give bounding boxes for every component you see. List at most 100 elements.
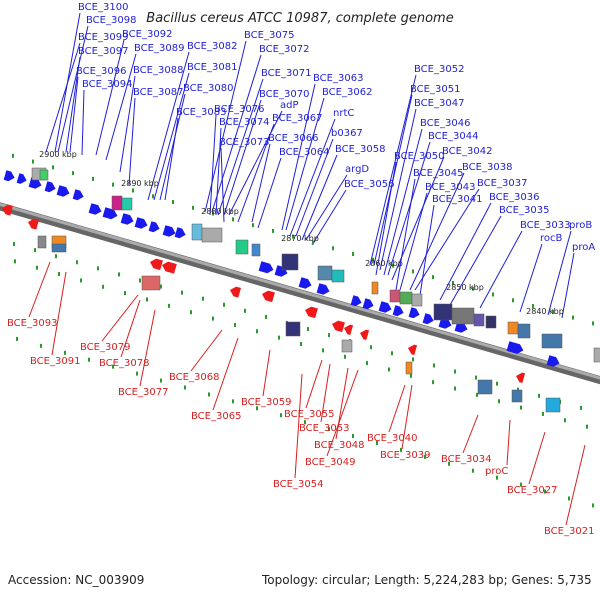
forward-gene-label-bce-3064[interactable]: BCE_3064: [279, 147, 329, 158]
gene-feature-box[interactable]: [477, 379, 493, 395]
gene-feature-box[interactable]: [285, 321, 301, 337]
forward-gene-label-bce-3038[interactable]: BCE_3038: [462, 162, 512, 173]
forward-gene-label-bce-3073[interactable]: BCE_3073: [219, 137, 269, 148]
reverse-gene-label-bce-3027[interactable]: BCE_3027: [507, 485, 557, 496]
reverse-gene-arrow[interactable]: [343, 323, 354, 336]
forward-gene-label-bce-3082[interactable]: BCE_3082: [187, 41, 237, 52]
forward-gene-label-bce-3056[interactable]: BCE_3056: [344, 179, 394, 190]
reverse-gene-label-bce-3055[interactable]: BCE_3055: [284, 409, 334, 420]
reverse-gene-label-bce-3079[interactable]: BCE_3079: [80, 342, 130, 353]
gene-feature-box[interactable]: [317, 265, 333, 281]
forward-gene-label-bce-3047[interactable]: BCE_3047: [414, 98, 464, 109]
forward-gene-label-bce-3083[interactable]: BCE_3083: [176, 107, 226, 118]
forward-gene-arrow[interactable]: [148, 221, 161, 233]
forward-gene-arrow[interactable]: [506, 341, 525, 355]
forward-gene-label-bce-3098[interactable]: BCE_3098: [86, 15, 136, 26]
gene-feature-box[interactable]: [433, 303, 453, 321]
forward-gene-arrow[interactable]: [392, 305, 405, 317]
forward-gene-label-bce-3096[interactable]: BCE_3096: [76, 66, 126, 77]
reverse-gene-label-bce-3021[interactable]: BCE_3021: [544, 526, 594, 537]
forward-gene-label-bce-3050[interactable]: BCE_3050: [394, 151, 444, 162]
reverse-gene-label-bce-3077[interactable]: BCE_3077: [118, 387, 168, 398]
forward-gene-label-bce-3097[interactable]: BCE_3097: [78, 46, 128, 57]
forward-gene-label-bce-3075[interactable]: BCE_3075: [244, 30, 294, 41]
gene-feature-box[interactable]: [121, 197, 133, 211]
forward-gene-label-bce-3052[interactable]: BCE_3052: [414, 64, 464, 75]
forward-gene-label-bce-3099[interactable]: BCE_3099: [78, 32, 128, 43]
reverse-gene-arrow[interactable]: [304, 305, 318, 319]
reverse-gene-label-bce-3068[interactable]: BCE_3068: [169, 372, 219, 383]
forward-gene-arrow[interactable]: [316, 283, 331, 296]
forward-gene-label-bce-3089[interactable]: BCE_3089: [134, 43, 184, 54]
forward-gene-arrow[interactable]: [298, 277, 313, 290]
reverse-gene-arrow[interactable]: [229, 285, 241, 298]
gene-feature-box[interactable]: [331, 269, 345, 283]
gene-feature-box[interactable]: [451, 307, 475, 325]
gene-feature-box[interactable]: [399, 291, 413, 305]
forward-gene-label-rocb[interactable]: rocB: [540, 233, 563, 244]
forward-gene-label-bce-3092[interactable]: BCE_3092: [122, 29, 172, 40]
gene-feature-box[interactable]: [517, 323, 531, 339]
gene-feature-box[interactable]: [371, 281, 379, 295]
forward-gene-label-bce-3037[interactable]: BCE_3037: [477, 178, 527, 189]
reverse-gene-label-bce-3048[interactable]: BCE_3048: [314, 440, 364, 451]
forward-gene-label-bce-3036[interactable]: BCE_3036: [489, 192, 539, 203]
gene-feature-box[interactable]: [473, 313, 485, 327]
reverse-gene-label-bce-3039[interactable]: BCE_3039: [380, 450, 430, 461]
reverse-gene-arrow[interactable]: [27, 217, 39, 230]
forward-gene-label-bce-3081[interactable]: BCE_3081: [187, 62, 237, 73]
reverse-gene-label-bce-3053[interactable]: BCE_3053: [299, 423, 349, 434]
forward-gene-label-bce-3072[interactable]: BCE_3072: [259, 44, 309, 55]
reverse-gene-label-bce-3065[interactable]: BCE_3065: [191, 411, 241, 422]
reverse-gene-arrow[interactable]: [1, 203, 13, 216]
reverse-gene-label-bce-3078[interactable]: BCE_3078: [99, 358, 149, 369]
gene-feature-box[interactable]: [281, 253, 299, 271]
reverse-gene-arrow[interactable]: [149, 257, 163, 271]
forward-gene-label-prob[interactable]: proB: [569, 220, 592, 231]
forward-gene-label-nrtc[interactable]: nrtC: [333, 108, 354, 119]
forward-gene-label-bce-3042[interactable]: BCE_3042: [442, 146, 492, 157]
gene-feature-box[interactable]: [51, 243, 67, 253]
forward-gene-arrow[interactable]: [72, 189, 85, 201]
reverse-gene-label-bce-3054[interactable]: BCE_3054: [273, 479, 323, 490]
forward-gene-label-argd[interactable]: argD: [345, 164, 369, 175]
reverse-gene-label-bce-3049[interactable]: BCE_3049: [305, 457, 355, 468]
gene-feature-box[interactable]: [37, 235, 47, 249]
gene-feature-box[interactable]: [251, 243, 261, 257]
forward-gene-label-b0367[interactable]: b0367: [331, 128, 363, 139]
forward-gene-arrow[interactable]: [174, 227, 187, 239]
reverse-gene-label-bce-3040[interactable]: BCE_3040: [367, 433, 417, 444]
forward-gene-label-bce-3043[interactable]: BCE_3043: [425, 182, 475, 193]
forward-gene-label-bce-3044[interactable]: BCE_3044: [428, 131, 478, 142]
forward-gene-arrow[interactable]: [120, 213, 135, 226]
forward-gene-label-bce-3066[interactable]: BCE_3066: [268, 133, 318, 144]
reverse-gene-label-proc[interactable]: proC: [485, 466, 508, 477]
gene-feature-box[interactable]: [411, 293, 423, 307]
forward-gene-label-bce-3051[interactable]: BCE_3051: [410, 84, 460, 95]
forward-gene-label-bce-3080[interactable]: BCE_3080: [183, 83, 233, 94]
forward-gene-label-bce-3067[interactable]: BCE_3067: [272, 113, 322, 124]
forward-gene-label-bce-3035[interactable]: BCE_3035: [499, 205, 549, 216]
gene-feature-box[interactable]: [545, 397, 561, 413]
forward-gene-label-bce-3041[interactable]: BCE_3041: [432, 194, 482, 205]
forward-gene-label-bce-3063[interactable]: BCE_3063: [313, 73, 363, 84]
forward-gene-arrow[interactable]: [44, 181, 57, 193]
reverse-gene-arrow[interactable]: [515, 371, 526, 384]
gene-feature-box[interactable]: [541, 333, 563, 349]
gene-feature-box[interactable]: [235, 239, 249, 255]
forward-gene-arrow[interactable]: [362, 298, 375, 310]
forward-gene-label-proa[interactable]: proA: [572, 242, 595, 253]
forward-gene-label-bce-3094[interactable]: BCE_3094: [82, 79, 132, 90]
gene-feature-box[interactable]: [507, 321, 519, 335]
gene-feature-box[interactable]: [405, 361, 413, 375]
gene-feature-box[interactable]: [39, 169, 49, 181]
reverse-gene-arrow[interactable]: [359, 328, 370, 341]
gene-feature-box[interactable]: [191, 223, 203, 241]
forward-gene-arrow[interactable]: [350, 295, 363, 307]
forward-gene-label-bce-3046[interactable]: BCE_3046: [420, 118, 470, 129]
forward-gene-label-bce-3058[interactable]: BCE_3058: [335, 144, 385, 155]
forward-gene-label-bce-3045[interactable]: BCE_3045: [413, 168, 463, 179]
forward-gene-arrow[interactable]: [546, 355, 561, 368]
gene-feature-box[interactable]: [389, 289, 401, 303]
gene-feature-box[interactable]: [201, 227, 223, 243]
